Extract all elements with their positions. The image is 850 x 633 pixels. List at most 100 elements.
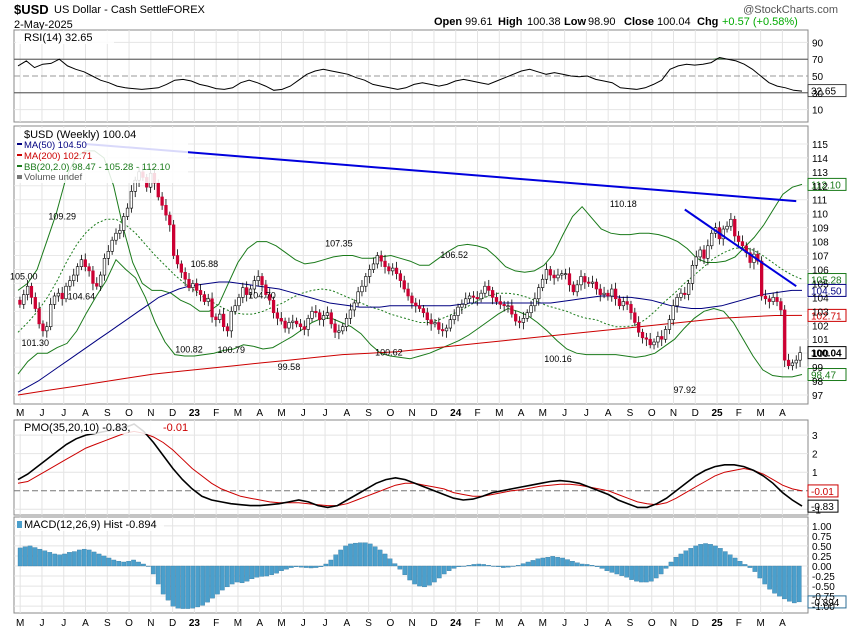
macd-hist-bar <box>737 561 743 567</box>
candle-down <box>617 298 622 307</box>
candle-down <box>571 284 575 293</box>
candle-down <box>210 298 214 318</box>
macd-hist-bar <box>22 546 28 567</box>
x-tick-label-macd: N <box>147 618 154 629</box>
x-tick-label-macd: M <box>277 618 285 629</box>
price-annotation: 99.58 <box>278 362 301 372</box>
x-tick-label-macd: D <box>692 618 699 629</box>
macd-hist-bar <box>471 564 477 567</box>
macd-title-text: MACD(12,26,9) Hist -0.894 <box>24 519 157 531</box>
x-tick-label-price: J <box>323 408 328 419</box>
macd-hist-bar <box>111 559 117 567</box>
candle-down <box>95 283 99 287</box>
macd-hist-bar <box>752 565 758 572</box>
candle-up <box>364 276 368 287</box>
macd-hist-bar <box>718 548 723 567</box>
candle-down <box>429 319 433 325</box>
x-tick-label-price: O <box>387 408 395 419</box>
candle-up <box>771 297 775 302</box>
x-tick-label-price: J <box>301 408 306 419</box>
x-tick-label-macd: S <box>104 618 111 629</box>
candle-down <box>187 278 191 288</box>
macd-hist-bar <box>363 542 368 567</box>
candle-up <box>667 319 672 330</box>
candle-down <box>179 263 183 273</box>
candle-up <box>341 326 345 332</box>
macd-hist-bar <box>215 565 220 595</box>
bb-upper-line <box>17 150 803 312</box>
candle-down <box>83 259 87 267</box>
candle-down <box>471 295 476 298</box>
macd-hist-bar <box>42 550 48 567</box>
candle-down <box>283 320 287 329</box>
x-tick-label-macd: D <box>169 618 176 629</box>
close-value: 100.04 <box>657 16 691 28</box>
x-tick-label-price: A <box>344 408 351 419</box>
price-y-tick: 112 <box>812 182 828 193</box>
candle-down <box>637 322 641 333</box>
macd-hist-bar <box>101 555 107 567</box>
candle-down <box>441 329 445 332</box>
ohlc-readout: Open 99.61 High 100.38 Low 98.90 Close 1… <box>434 16 798 28</box>
macd-hist-bar <box>131 559 136 567</box>
candle-up <box>129 191 134 209</box>
macd-hist-bar <box>678 553 684 567</box>
macd-hist-bar <box>333 554 339 567</box>
x-tick-label-macd: S <box>365 618 372 629</box>
macd-hist-bar <box>150 565 156 575</box>
x-tick-label-macd: N <box>670 618 677 629</box>
macd-hist-bar <box>589 565 595 567</box>
macd-hist-bar <box>713 545 718 567</box>
candle-down <box>775 297 779 302</box>
rsi-y-tick: 10 <box>812 106 824 117</box>
x-tick-label-price: N <box>147 408 154 419</box>
x-tick-label-macd: A <box>256 618 263 629</box>
macd-hist-bar <box>782 565 787 600</box>
price-annotation: 107.35 <box>325 239 353 249</box>
candle-up <box>460 304 464 308</box>
chart-symbol: $USD <box>14 2 49 17</box>
price-title: $USD (Weekly) 100.04 <box>24 129 136 141</box>
macd-hist-bar <box>476 563 482 567</box>
candle-up <box>529 305 533 314</box>
x-tick-label-macd: J <box>39 618 44 629</box>
candle-down <box>245 287 249 295</box>
macd-hist-bar <box>116 561 122 567</box>
price-y-tick: 114 <box>812 154 828 165</box>
x-tick-label-price: N <box>409 408 416 419</box>
candle-up <box>248 288 253 295</box>
macd-hist-bar <box>72 551 77 567</box>
rsi-title: RSI(14) 32.65 <box>16 31 114 44</box>
price-annotation: 106.52 <box>440 250 468 260</box>
macd-hist-bar <box>57 554 62 567</box>
candle-down <box>475 297 479 300</box>
macd-hist-bar <box>126 561 131 567</box>
candle-down <box>756 253 760 262</box>
price-y-tick: 99 <box>812 363 824 374</box>
x-tick-label-macd: O <box>648 618 656 629</box>
macd-hist-bar <box>767 565 772 590</box>
macd-hist-bar <box>491 565 496 567</box>
candle-up <box>64 285 68 300</box>
candle-down <box>60 292 64 300</box>
candle-down <box>33 297 37 309</box>
rsi-y-tick: 70 <box>812 55 824 66</box>
macd-hist-bar <box>67 552 72 567</box>
macd-hist-bar <box>239 565 245 584</box>
pmo-title-text: PMO(35,20,10) -0.83, <box>24 422 130 434</box>
macd-hist-bar <box>722 551 728 567</box>
macd-y-tick: -0.50 <box>812 582 835 593</box>
x-tick-label-macd: A <box>518 618 525 629</box>
candle-up <box>652 341 656 346</box>
macd-hist-bar <box>323 563 329 567</box>
legend-volume: Volume undef <box>24 172 82 183</box>
macd-hist-bar <box>663 565 669 569</box>
candle-up <box>191 283 195 288</box>
price-annotation: 104.70 <box>248 291 276 301</box>
macd-hist-bar <box>367 543 373 567</box>
macd-hist-bar <box>579 563 585 567</box>
price-last-badge <box>807 368 847 382</box>
macd-hist-bar <box>402 565 408 575</box>
candle-up <box>360 285 364 293</box>
macd-hist-bar <box>81 548 87 567</box>
